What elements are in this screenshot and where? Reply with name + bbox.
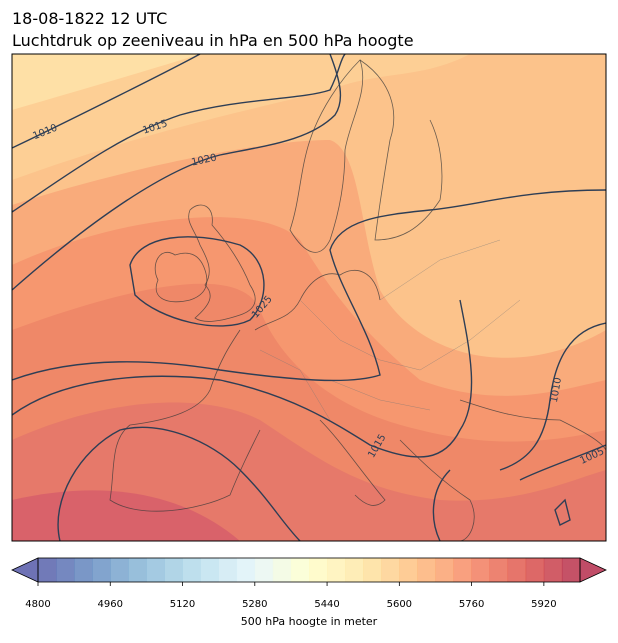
subtitle: Luchtdruk op zeeniveau in hPa en 500 hPa… — [12, 31, 414, 50]
colorbar-segment — [74, 558, 93, 582]
colorbar-segment — [182, 558, 201, 582]
colorbar-segment — [128, 558, 147, 582]
colorbar-label: 500 hPa hoogte in meter — [241, 615, 378, 628]
colorbar: 4800 4960 5120 5280 5440 5600 5760 5920 — [11, 557, 607, 610]
colorbar-segment — [309, 558, 328, 582]
isobar-label: 1010 — [549, 377, 564, 404]
colorbar-tick-label: 5920 — [531, 599, 556, 610]
colorbar-segment — [417, 558, 436, 582]
colorbar-segment — [471, 558, 490, 582]
colorbar-segment — [38, 558, 57, 582]
colorbar-extend-low — [11, 557, 39, 583]
colorbar-segment — [110, 558, 129, 582]
colorbar-segment — [56, 558, 75, 582]
isobar-label: 1020 — [191, 152, 218, 168]
title: 18-08-1822 12 UTC — [12, 9, 167, 28]
colorbar-segment — [561, 558, 581, 582]
colorbar-frame — [37, 557, 581, 583]
colorbar-segment — [363, 558, 382, 582]
colorbar-tick-label: 5600 — [387, 599, 412, 610]
colorbar-tick-label: 4960 — [98, 599, 123, 610]
colorbar-segment — [543, 558, 563, 582]
colorbar-segment — [146, 558, 165, 582]
colorbar-segment — [218, 558, 238, 582]
colorbar-segment — [290, 558, 310, 582]
colorbar-segment — [200, 558, 219, 582]
colorbar-segment — [489, 558, 509, 582]
colorbar-tick-label: 5120 — [170, 599, 195, 610]
map — [12, 54, 606, 541]
colorbar-tick-label: 5280 — [242, 599, 267, 610]
colorbar-extend-high — [579, 557, 607, 583]
colorbar-segment — [507, 558, 527, 582]
colorbar-segment — [381, 558, 400, 582]
colorbar-segment — [399, 558, 418, 582]
colorbar-segment — [236, 558, 256, 582]
colorbar-segment — [453, 558, 472, 582]
colorbar-segment — [254, 558, 274, 582]
colorbar-segment — [272, 558, 292, 582]
colorbar-tick-label: 5440 — [314, 599, 339, 610]
colorbar-segment — [164, 558, 183, 582]
colorbar-tick-label: 4800 — [25, 599, 50, 610]
colorbar-segment — [345, 558, 364, 582]
colorbar-segment — [435, 558, 454, 582]
colorbar-tick-label: 5760 — [459, 599, 484, 610]
colorbar-segment — [525, 558, 545, 582]
colorbar-segment — [92, 558, 111, 582]
colorbar-segment — [327, 558, 346, 582]
map-frame — [11, 53, 607, 542]
